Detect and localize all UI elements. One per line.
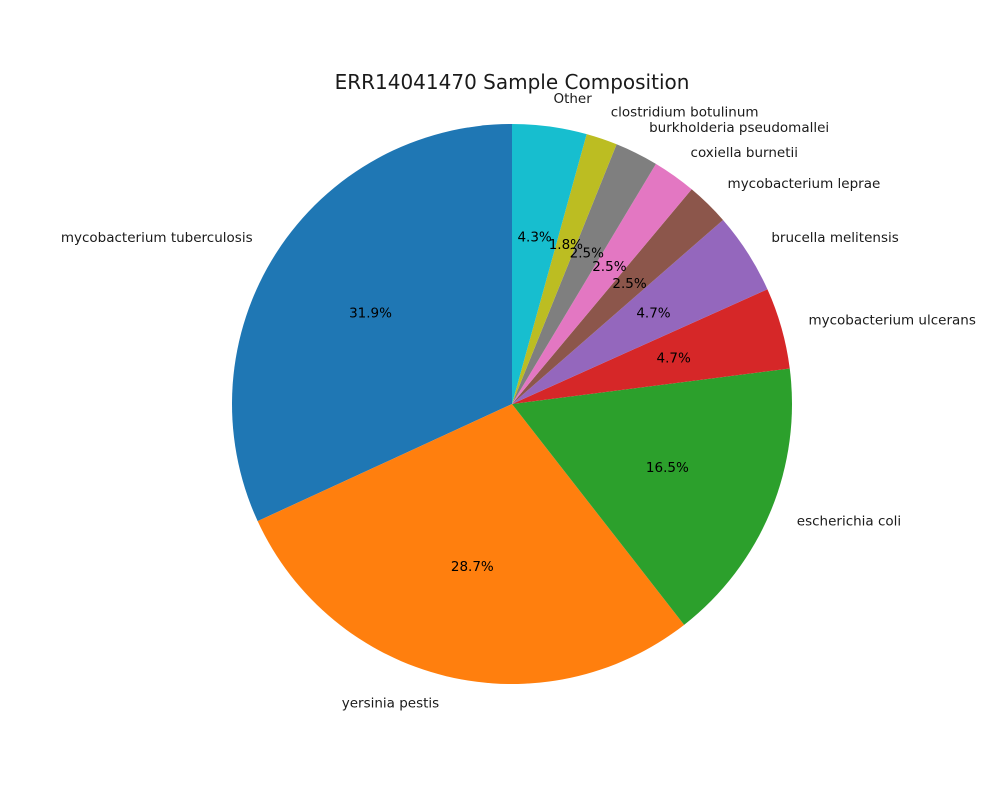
slice-label-mycobacterium-ulcerans: mycobacterium ulcerans	[808, 312, 975, 328]
pie-slice-yersinia-pestis	[257, 404, 685, 684]
pct-label-mycobacterium-tuberculosis: 31.9%	[349, 305, 392, 321]
slice-label-other: Other	[553, 91, 592, 107]
chart-title: ERR14041470 Sample Composition	[335, 70, 690, 94]
pct-label-other: 4.3%	[517, 230, 551, 246]
slice-label-coxiella-burnetii: coxiella burnetii	[691, 145, 798, 161]
pct-label-coxiella-burnetii: 2.5%	[592, 259, 626, 275]
pie-slice-mycobacterium-tuberculosis	[231, 124, 512, 522]
pct-label-yersinia-pestis: 28.7%	[451, 559, 494, 575]
pie-slice-mycobacterium-leprae	[512, 189, 724, 404]
pie-slice-clostridium-botulinum	[512, 134, 617, 404]
pie-slice-escherichia-coli	[512, 368, 792, 625]
pct-label-clostridium-botulinum: 1.8%	[549, 237, 583, 253]
slice-labels: mycobacterium tuberculosis yersinia pesti…	[61, 91, 976, 711]
pie-slices	[231, 124, 792, 684]
slice-label-mycobacterium-leprae: mycobacterium leprae	[728, 176, 881, 192]
pct-label-mycobacterium-ulcerans: 4.7%	[657, 350, 691, 366]
slice-label-mycobacterium-tuberculosis: mycobacterium tuberculosis	[61, 230, 253, 246]
pct-label-escherichia-coli: 16.5%	[646, 460, 689, 476]
pie-slice-mycobacterium-ulcerans	[512, 289, 790, 404]
percentage-labels: 31.9%28.7%16.5%4.7%4.7%2.5%2.5%2.5%1.8%4…	[349, 230, 691, 576]
slice-label-clostridium-botulinum: clostridium botulinum	[611, 104, 759, 120]
pct-label-burkholderia-pseudomallei: 2.5%	[570, 246, 604, 262]
pie-slice-burkholderia-pseudomallei	[512, 144, 656, 405]
slice-label-escherichia-coli: escherichia coli	[797, 513, 901, 529]
pie-slice-brucella-melitensis	[512, 219, 768, 404]
slice-label-brucella-melitensis: brucella melitensis	[771, 230, 898, 246]
slice-label-burkholderia-pseudomallei: burkholderia pseudomallei	[649, 120, 829, 136]
pie-slice-other	[512, 124, 587, 404]
pct-label-brucella-melitensis: 4.7%	[636, 305, 670, 321]
pie-slice-coxiella-burnetii	[512, 163, 692, 404]
slice-label-yersinia-pestis: yersinia pestis	[342, 695, 440, 711]
pct-label-mycobacterium-leprae: 2.5%	[612, 276, 646, 292]
